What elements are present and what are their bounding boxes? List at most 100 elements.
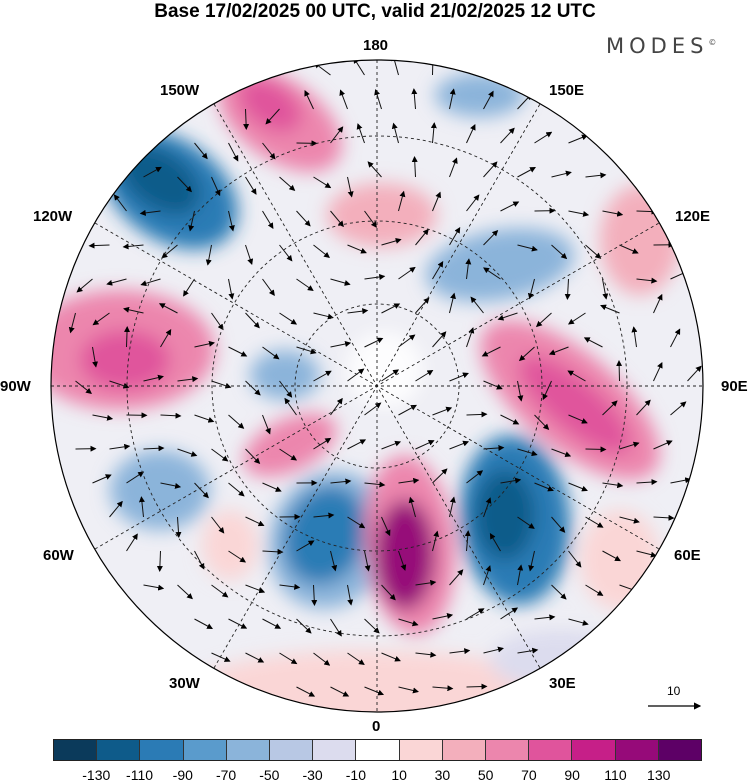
lon-label-180: 180 [363, 37, 389, 54]
wind-vector-arrow [228, 550, 247, 563]
wind-vector-arrow [517, 244, 538, 252]
wind-vector-arrow [160, 482, 182, 489]
wind-vector-arrow [398, 266, 416, 280]
wind-vector-arrow [228, 414, 245, 429]
wind-vector-arrow [398, 550, 407, 571]
wind-vector-arrow [347, 244, 367, 254]
wind-vector-arrow [464, 530, 471, 552]
wind-vector-arrow [347, 652, 365, 665]
wind-vector-arrow [311, 584, 318, 606]
map-title: Base 17/02/2025 00 UTC, valid 21/02/2025… [154, 1, 596, 22]
wind-vector-arrow [483, 229, 499, 246]
wind-vector-arrow [330, 618, 342, 637]
polar-map [50, 59, 704, 713]
wind-vector-arrow [517, 448, 538, 457]
wind-vector-arrow [518, 346, 535, 362]
wind-vector-arrow [109, 443, 131, 450]
wind-vector-arrow [466, 683, 488, 690]
wind-vector-arrow [262, 346, 280, 360]
wind-vector-arrow [313, 370, 332, 382]
wind-vector-arrow [160, 412, 182, 419]
wind-vector-arrow [364, 210, 377, 228]
wind-vector-arrow [143, 166, 162, 178]
colorbar-tick-label: -70 [215, 767, 237, 783]
colorbar-tick-label: 110 [604, 767, 627, 783]
wind-vector-arrow [330, 126, 344, 144]
wind-vector-arrow [92, 414, 114, 421]
wind-vector-arrow [284, 397, 297, 416]
wind-vector-arrow [653, 293, 663, 314]
wind-vector-arrow [143, 445, 165, 452]
wind-vector-arrow [415, 369, 434, 382]
wind-vector-arrow [483, 161, 498, 178]
colorbar-swatch [97, 740, 141, 760]
wind-vector-arrow [381, 303, 401, 314]
colorbar-tick-label: 70 [521, 767, 537, 783]
wind-vector-arrow [391, 122, 399, 144]
wind-vector-arrow [126, 471, 145, 484]
wind-vector-arrow [489, 532, 501, 552]
wind-vector-arrow [585, 172, 607, 179]
lon-label-30e: 30E [549, 675, 576, 692]
wind-vector-arrow [483, 380, 503, 390]
wind-vector-arrow [568, 210, 590, 217]
wind-vector-arrow [245, 244, 254, 265]
colorbar-swatch [399, 740, 443, 760]
wind-vector-arrow [262, 142, 276, 160]
wind-vector-arrow [585, 244, 602, 259]
wind-vector-arrow [138, 496, 145, 518]
wind-vector-arrow [411, 88, 418, 110]
wind-vector-arrow [347, 368, 365, 382]
wind-vector-arrow [398, 190, 406, 212]
wind-vector-arrow [391, 60, 399, 76]
wind-vector-arrow [194, 482, 209, 499]
colorbar-swatch [658, 740, 702, 760]
wind-vector-arrow [602, 210, 624, 217]
wind-vector-arrow [449, 496, 456, 518]
colorbar-swatch [356, 740, 400, 760]
lon-label-120w: 120W [33, 208, 73, 225]
wind-vector-arrow [211, 312, 224, 331]
wind-vector-arrow [177, 176, 192, 193]
colorbar-tick-label: 90 [564, 767, 580, 783]
modes-logo: MODES© [606, 34, 716, 58]
wind-vector-arrow [265, 108, 280, 125]
wind-vector-arrow [465, 258, 472, 280]
wind-vector-arrow [500, 201, 520, 212]
wind-vector-arrow [670, 401, 687, 416]
wind-vector-arrow [245, 312, 260, 329]
wind-vector-arrow [245, 448, 261, 465]
wind-vector-arrow [109, 500, 123, 518]
lon-label-30w: 30W [169, 675, 200, 692]
wind-vector-arrow [636, 550, 657, 558]
wind-vector-arrow [568, 482, 588, 492]
wind-vector-arrow [636, 479, 658, 486]
lon-label-150e: 150E [549, 82, 585, 99]
colorbar-tick-label: -30 [302, 767, 323, 783]
wind-vector-arrow [279, 380, 293, 398]
wind-vector-arrow [616, 360, 623, 382]
brand-mark: © [708, 38, 717, 47]
colorbar-tick-label: -130 [82, 767, 111, 783]
wind-vector-arrow [564, 278, 571, 300]
wind-vector-arrow [364, 481, 386, 488]
wind-vector-arrow [517, 380, 524, 402]
wind-vector-arrow [347, 176, 354, 198]
wind-vector-arrow [245, 176, 257, 195]
wind-vector-arrow [535, 312, 552, 328]
wind-vector-arrow [602, 278, 609, 300]
wind-vector-arrow [228, 346, 248, 357]
wind-vector-arrow [279, 312, 298, 325]
colorbar-tick-label: -50 [259, 767, 280, 783]
wind-vector-arrow [262, 548, 284, 555]
wind-vector-arrow [139, 209, 161, 216]
wind-vector-arrow [347, 516, 366, 529]
wind-vector-arrow [356, 123, 365, 144]
wind-vector-arrow [551, 516, 566, 533]
wind-vector-arrow [534, 614, 556, 621]
wind-vector-arrow [245, 380, 261, 396]
wind-vector-arrow [188, 210, 195, 232]
wind-vector-arrow [567, 312, 586, 325]
wind-vector-arrow [517, 647, 539, 654]
wind-vector-arrow [92, 346, 99, 368]
